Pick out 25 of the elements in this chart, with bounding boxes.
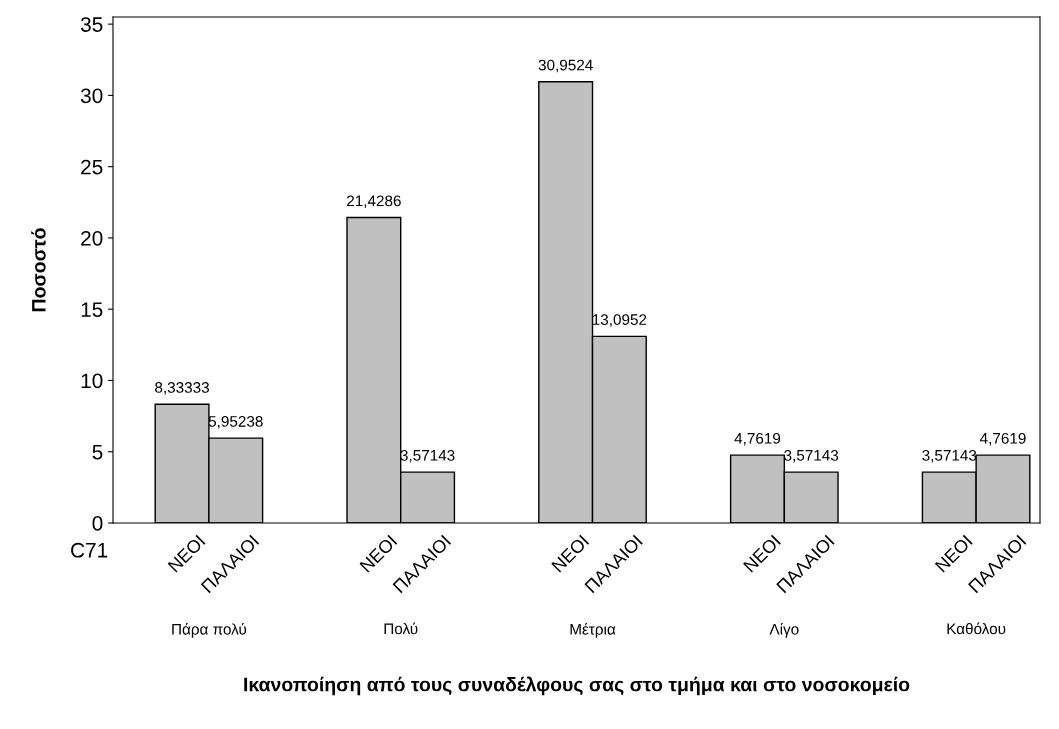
y-tick-label: 10 <box>81 373 103 389</box>
x-tick-label: Πάρα πολύ <box>172 623 247 638</box>
data-label: 4,7619 <box>979 432 1026 446</box>
data-label: 8,33333 <box>155 382 209 395</box>
x-tick-label: Καθόλου <box>947 622 1006 635</box>
y-tick-label: 5 <box>92 444 103 460</box>
y-tick-label: 30 <box>80 88 103 104</box>
y-tick-label: 20 <box>81 230 103 246</box>
data-label: 3,57143 <box>922 449 977 463</box>
y-tick-label: 25 <box>81 159 103 175</box>
y-tick-label: 15 <box>81 302 103 317</box>
text: C71 <box>71 542 108 558</box>
data-label: 13,0952 <box>592 314 647 327</box>
x-axis-title: Ικανοποίηση από τους συναδέλφους σας στο τμήμα και στο νοσοκομείο <box>244 676 910 696</box>
y-tick-label: 0 <box>92 516 103 531</box>
x-tick-label: Λίγο <box>769 622 799 638</box>
x-tick-label: Μέτρια <box>570 623 616 638</box>
y-tick-label: 35 <box>80 17 103 32</box>
data-label: 3,57143 <box>400 449 455 463</box>
data-label: 3,57143 <box>784 449 839 463</box>
data-label: 21,4286 <box>347 195 401 209</box>
y-axis-title: Ποσοστό <box>31 228 46 312</box>
data-label: 30,9524 <box>538 59 593 73</box>
data-label: 4,7619 <box>734 432 781 446</box>
x-tick-label: Πολύ <box>384 622 418 635</box>
